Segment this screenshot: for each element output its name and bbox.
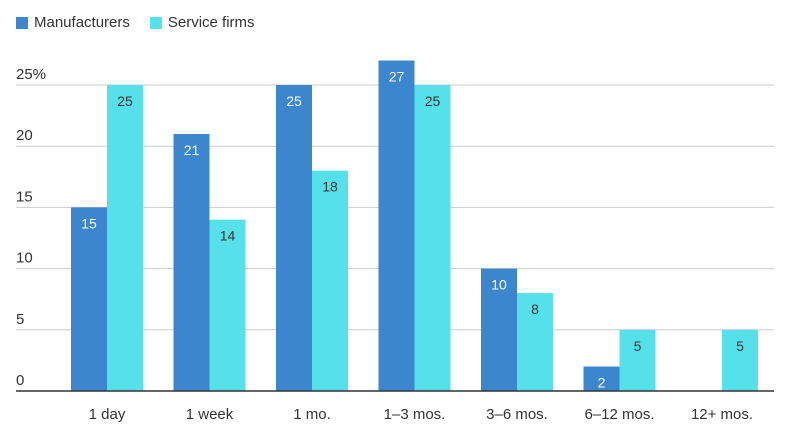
y-tick-label: 10 bbox=[16, 250, 33, 267]
bar-service-firms bbox=[619, 329, 656, 391]
x-tick-label: 1 day bbox=[89, 406, 126, 423]
bar-service-firms bbox=[517, 293, 553, 391]
bar-manufacturers bbox=[583, 366, 620, 391]
y-tick-label: 20 bbox=[16, 127, 33, 144]
data-label: 25 bbox=[425, 93, 441, 109]
bar-manufacturers bbox=[481, 268, 517, 391]
x-tick-label: 1 week bbox=[186, 406, 234, 423]
bar-service-firms bbox=[414, 85, 451, 391]
legend-label-manufacturers: Manufacturers bbox=[34, 14, 130, 31]
bar-manufacturers bbox=[276, 85, 312, 391]
data-label: 21 bbox=[184, 142, 200, 158]
data-label: 2 bbox=[598, 375, 606, 391]
x-tick-label: 1–3 mos. bbox=[384, 406, 446, 423]
data-label: 5 bbox=[634, 338, 642, 354]
data-label: 5 bbox=[736, 338, 744, 354]
bar-service-firms bbox=[209, 219, 246, 391]
data-label: 25 bbox=[286, 93, 302, 109]
data-label: 10 bbox=[491, 277, 507, 293]
data-label: 8 bbox=[531, 301, 539, 317]
data-label: 15 bbox=[81, 215, 97, 231]
bar-service-firms bbox=[722, 329, 758, 391]
legend-item-service-firms: Service firms bbox=[149, 14, 255, 31]
y-tick-label: 15 bbox=[16, 188, 33, 205]
legend-label-service-firms: Service firms bbox=[167, 14, 255, 31]
legend-swatch-service-firms bbox=[149, 16, 162, 29]
x-tick-label: 3–6 mos. bbox=[486, 406, 548, 423]
y-tick-label: 0 bbox=[16, 372, 24, 389]
bar-service-firms bbox=[312, 170, 348, 391]
data-label: 14 bbox=[220, 228, 236, 244]
y-tick-label: 5 bbox=[16, 311, 24, 328]
legend-item-manufacturers: Manufacturers bbox=[16, 14, 130, 31]
bar-manufacturers bbox=[71, 207, 107, 391]
legend-swatch-manufacturers bbox=[16, 16, 28, 29]
bar-manufacturers bbox=[173, 133, 210, 391]
data-label: 27 bbox=[389, 69, 405, 85]
x-tick-label: 1 mo. bbox=[293, 406, 331, 423]
y-tick-label: 25% bbox=[16, 66, 46, 83]
bar-service-firms bbox=[107, 85, 143, 391]
data-label: 25 bbox=[117, 93, 133, 109]
bar-manufacturers bbox=[378, 60, 415, 392]
data-label: 18 bbox=[322, 179, 338, 195]
x-tick-label: 12+ mos. bbox=[691, 406, 753, 423]
x-tick-label: 6–12 mos. bbox=[584, 406, 654, 423]
legend: Manufacturers Service firms bbox=[16, 14, 275, 31]
